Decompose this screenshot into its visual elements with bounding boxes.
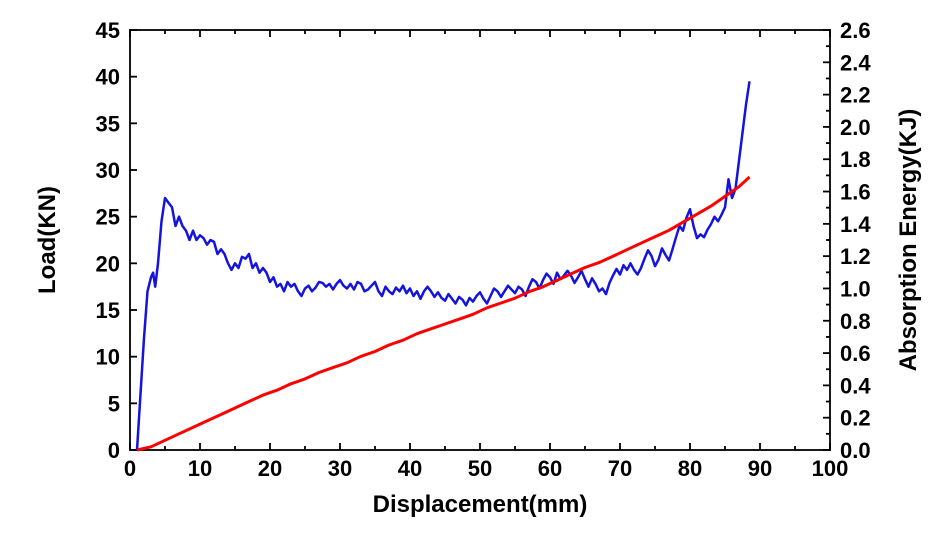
y-right-tick-label: 1.8 [840,147,871,172]
x-tick-label: 90 [748,456,772,481]
y-left-tick-label: 30 [96,158,120,183]
y-left-tick-label: 45 [96,18,120,43]
x-tick-label: 10 [188,456,212,481]
y-right-tick-label: 2.4 [840,50,871,75]
y-right-tick-label: 1.0 [840,276,871,301]
y-right-tick-label: 2.0 [840,115,871,140]
chart-container: 0102030405060708090100051015202530354045… [0,0,952,534]
y-left-tick-label: 20 [96,251,120,276]
y-right-tick-label: 0.2 [840,406,871,431]
y-left-tick-label: 40 [96,65,120,90]
x-tick-label: 40 [398,456,422,481]
y-left-axis-label: Load(KN) [34,186,61,294]
x-tick-label: 70 [608,456,632,481]
y-right-tick-label: 0.6 [840,341,871,366]
y-right-axis-label: Absorption Energy(KJ) [895,109,922,372]
x-tick-label: 50 [468,456,492,481]
chart-svg: 0102030405060708090100051015202530354045… [0,0,952,534]
x-tick-label: 30 [328,456,352,481]
x-axis-label: Displacement(mm) [373,491,588,518]
x-tick-label: 20 [258,456,282,481]
x-tick-label: 0 [124,456,136,481]
y-left-tick-label: 15 [96,298,120,323]
y-right-tick-label: 0.8 [840,309,871,334]
y-left-tick-label: 25 [96,205,120,230]
series-energy [137,177,750,450]
y-left-tick-label: 0 [108,438,120,463]
y-left-tick-label: 10 [96,345,120,370]
y-right-tick-label: 1.6 [840,180,871,205]
y-left-tick-label: 35 [96,111,120,136]
series-load [137,81,750,450]
y-right-tick-label: 0.0 [840,438,871,463]
y-left-tick-label: 5 [108,391,120,416]
plot-box [130,30,830,450]
x-tick-label: 60 [538,456,562,481]
y-right-tick-label: 2.6 [840,18,871,43]
y-right-tick-label: 1.4 [840,212,871,237]
y-right-tick-label: 1.2 [840,244,871,269]
x-tick-label: 80 [678,456,702,481]
y-right-tick-label: 0.4 [840,373,871,398]
y-right-tick-label: 2.2 [840,83,871,108]
